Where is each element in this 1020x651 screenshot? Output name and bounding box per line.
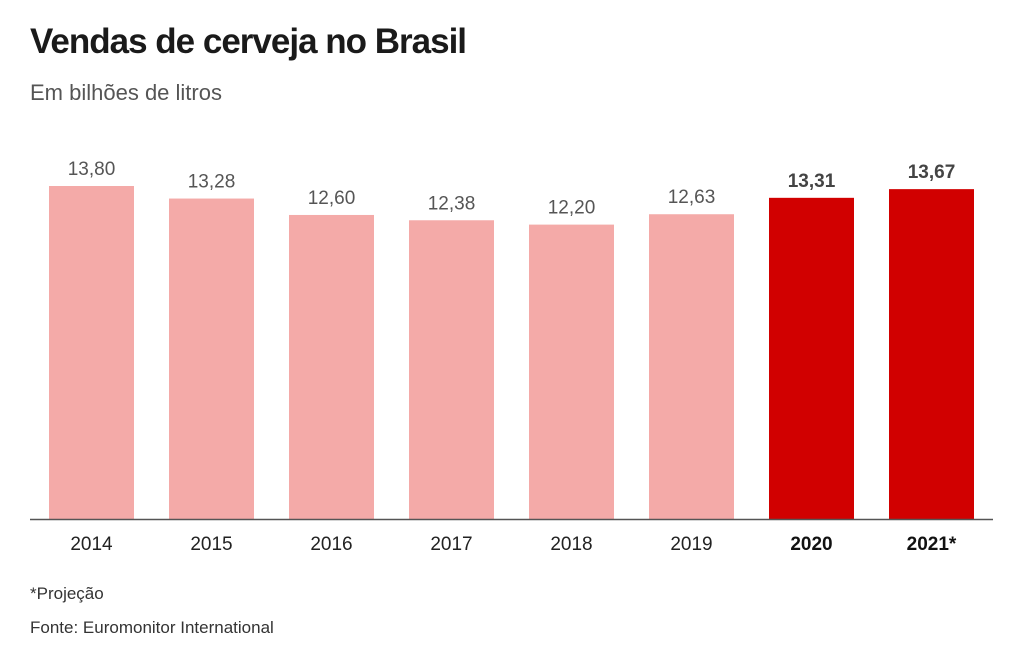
value-label-2021: 13,67 xyxy=(908,162,956,183)
chart-title: Vendas de cerveja no Brasil xyxy=(30,22,467,61)
value-label-2020: 13,31 xyxy=(788,171,836,192)
bar-2020 xyxy=(769,197,854,519)
chart-subtitle: Em bilhões de litros xyxy=(30,80,222,105)
value-label-2017: 12,38 xyxy=(428,193,476,214)
projection-note: *Projeção xyxy=(30,584,104,603)
bars-group xyxy=(49,186,974,520)
value-label-2016: 12,60 xyxy=(308,188,356,209)
x-tick-label-2014: 2014 xyxy=(70,534,113,555)
bar-2016 xyxy=(289,214,374,519)
bar-2017 xyxy=(409,220,494,520)
x-tick-label-2019: 2019 xyxy=(670,534,712,555)
x-tick-label-2015: 2015 xyxy=(190,534,232,555)
bar-2018 xyxy=(529,224,614,519)
labels-group: 13,80 2014 13,28 2015 12,60 2016 12,38 2017 12,2… xyxy=(68,159,957,555)
x-tick-label-2018: 2018 xyxy=(550,534,592,555)
x-tick-label-2020: 2020 xyxy=(790,534,832,555)
bar-2019 xyxy=(649,214,734,519)
x-tick-label-2021: 2021* xyxy=(907,534,957,555)
bar-2015 xyxy=(169,198,254,519)
value-label-2015: 13,28 xyxy=(188,172,236,193)
source-note: Fonte: Euromonitor International xyxy=(30,618,274,637)
bar-2014 xyxy=(49,186,134,519)
x-tick-label-2017: 2017 xyxy=(430,534,472,555)
value-label-2019: 12,63 xyxy=(668,187,716,208)
value-label-2014: 13,80 xyxy=(68,159,116,180)
x-tick-label-2016: 2016 xyxy=(310,534,352,555)
bar-2021 xyxy=(889,189,974,519)
bar-chart: 13,80 2014 13,28 2015 12,60 2016 12,38 2017 12,2… xyxy=(30,159,993,555)
value-label-2018: 12,20 xyxy=(548,198,596,219)
